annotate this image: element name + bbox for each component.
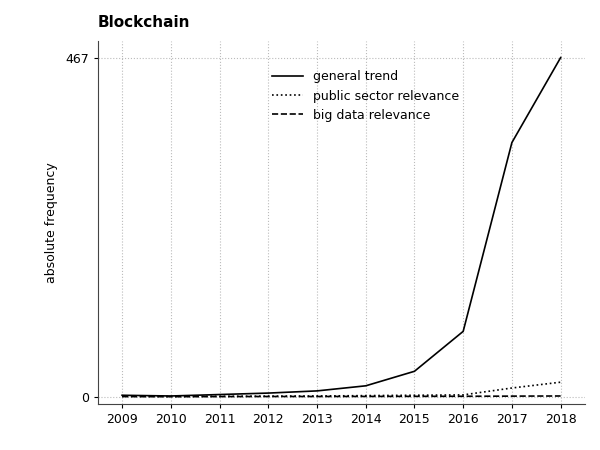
- public sector relevance: [118, 394, 125, 399]
- big data relevance: [216, 394, 223, 399]
- Line: public sector relevance: public sector relevance: [122, 382, 560, 396]
- big data relevance: [362, 394, 370, 399]
- general trend: [557, 55, 564, 60]
- Line: general trend: general trend: [122, 58, 560, 396]
- public sector relevance: [411, 392, 418, 398]
- public sector relevance: [557, 379, 564, 385]
- general trend: [411, 369, 418, 374]
- general trend: [216, 392, 223, 397]
- big data relevance: [508, 393, 515, 399]
- general trend: [460, 328, 467, 334]
- big data relevance: [167, 394, 175, 399]
- big data relevance: [460, 394, 467, 399]
- big data relevance: [313, 394, 320, 399]
- Legend: general trend, public sector relevance, big data relevance: general trend, public sector relevance, …: [267, 65, 464, 127]
- public sector relevance: [216, 394, 223, 399]
- general trend: [167, 393, 175, 399]
- big data relevance: [557, 393, 564, 399]
- public sector relevance: [460, 392, 467, 398]
- Y-axis label: absolute frequency: absolute frequency: [45, 162, 58, 283]
- public sector relevance: [508, 385, 515, 391]
- public sector relevance: [362, 393, 370, 398]
- general trend: [118, 392, 125, 398]
- general trend: [313, 388, 320, 394]
- big data relevance: [265, 394, 272, 399]
- public sector relevance: [313, 393, 320, 399]
- general trend: [362, 383, 370, 388]
- general trend: [265, 391, 272, 396]
- public sector relevance: [167, 394, 175, 399]
- big data relevance: [118, 394, 125, 399]
- big data relevance: [411, 394, 418, 399]
- public sector relevance: [265, 393, 272, 399]
- general trend: [508, 140, 515, 145]
- Text: Blockchain: Blockchain: [98, 15, 190, 30]
